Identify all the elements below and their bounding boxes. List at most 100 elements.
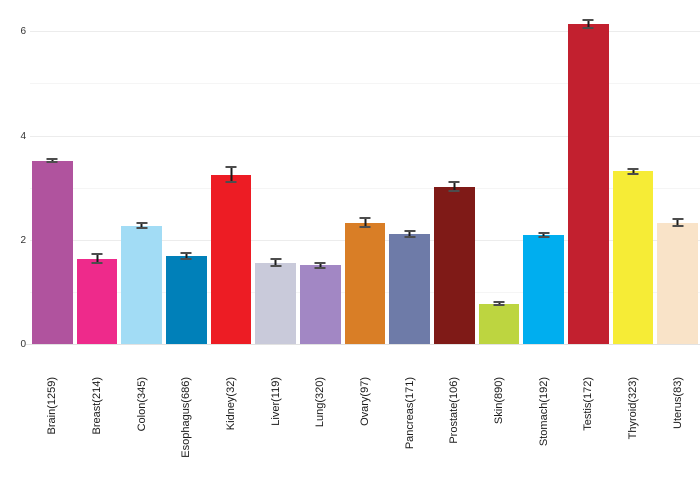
error-bar-cap-top [404,229,416,232]
bar-lung [300,265,341,345]
error-bar [225,166,237,183]
error-bar [538,231,550,239]
error-bar-cap-bottom [314,266,326,269]
bar-slot-breast [75,0,120,345]
x-tick-label: Thyroid(323) [627,377,640,440]
error-bar-cap-bottom [91,261,103,264]
bar-pancreas [389,234,431,345]
bar-uterus [657,222,699,345]
x-label-slot: Testis(172) [566,377,611,477]
error-bar-stem [140,223,143,229]
bar-brain [32,160,73,345]
bar-slot-ovary [343,0,388,345]
error-bar-cap-top [46,157,58,160]
error-bar [493,301,505,307]
error-bar [46,157,58,164]
error-bar-stem [542,232,545,238]
plot-area [26,0,700,345]
bar-breast [76,258,118,345]
error-bar-cap-bottom [448,189,460,192]
bar-prostate [434,186,475,345]
x-tick-label: Lung(320) [314,377,327,428]
x-tick-label: Breast(214) [91,377,103,435]
error-bar-cap-bottom [270,265,282,268]
error-bar-stem [274,259,277,267]
x-axis-line [26,344,700,345]
error-bar [627,168,639,175]
bar-slot-liver [253,0,298,345]
bar-thyroid [612,171,654,345]
error-bar [582,19,594,29]
error-bar-stem [51,158,54,163]
bar-liver [255,262,297,345]
error-bar-stem [498,302,501,306]
x-label-slot: Skin(890) [477,377,522,477]
error-bar-cap-bottom [46,161,58,164]
x-tick-label: Kidney(32) [225,377,238,431]
bar-slot-esophagus [164,0,209,345]
error-bar-cap-bottom [493,304,505,307]
x-label-slot: Uterus(83) [655,377,700,477]
y-tick-label: 2 [20,234,26,246]
error-bar-cap-bottom [359,226,371,229]
error-bar-cap-top [582,19,594,22]
error-bar-stem [96,254,98,263]
x-label-slot: Ovary(97) [343,377,388,477]
y-tick-label: 6 [20,26,26,38]
x-tick-label: Esophagus(686) [180,377,193,458]
error-bar-stem [319,262,322,268]
x-tick-label: Liver(119) [269,377,282,426]
error-bar-cap-bottom [582,26,594,29]
error-bar [672,217,684,228]
x-label-slot: Colon(345) [119,377,164,477]
bar-slot-pancreas [387,0,432,345]
error-bar-cap-top [180,252,192,255]
x-label-slot: Liver(119) [253,377,298,477]
error-bar [359,216,371,229]
y-tick-label: 4 [20,130,26,142]
error-bar-cap-top [314,261,326,264]
error-bar-stem [453,182,456,191]
error-bar [180,252,192,260]
bar-slot-lung [298,0,343,345]
error-bar-cap-bottom [672,225,684,228]
gridline-y3 [30,187,700,189]
error-bar-stem [408,230,411,238]
error-bar-cap-bottom [180,257,192,260]
gridline-y5 [30,83,700,85]
x-tick-label: Skin(890) [493,377,506,425]
error-bar-cap-top [672,217,684,220]
gridline-y6 [30,31,700,33]
error-bar-cap-top [136,222,148,225]
bar-slot-brain [30,0,75,345]
y-axis: 0 2 4 6 [0,0,26,350]
error-bar-cap-top [91,253,103,256]
error-bar-stem [632,169,635,174]
error-bar-stem [185,253,188,259]
x-axis-labels: Brain(1259) Breast(214) Colon(345) Esophagu… [30,377,700,477]
error-bar [136,222,148,230]
bar-skin [478,303,520,345]
x-label-slot: Prostate(106) [432,377,477,477]
bar-slot-colon [119,0,164,345]
error-bar-cap-top [225,166,237,169]
x-tick-label: Stomach(192) [537,377,550,447]
error-bar-cap-top [493,301,505,304]
x-label-slot: Breast(214) [75,377,120,477]
error-bar [270,258,282,268]
error-bar-cap-top [359,216,371,219]
error-bar-stem [587,20,590,28]
error-bar-stem [230,167,233,182]
error-bar-stem [364,217,367,228]
error-bar-cap-bottom [225,180,237,183]
y-tick-label: 0 [20,339,26,350]
x-label-slot: Thyroid(323) [611,377,656,477]
bar-esophagus [166,255,207,345]
bar-slot-prostate [432,0,477,345]
x-tick-label: Colon(345) [135,377,148,432]
x-tick-label: Prostate(106) [448,377,461,444]
error-bar-cap-bottom [136,227,148,230]
x-label-slot: Brain(1259) [30,377,75,477]
x-tick-label: Brain(1259) [46,377,59,435]
